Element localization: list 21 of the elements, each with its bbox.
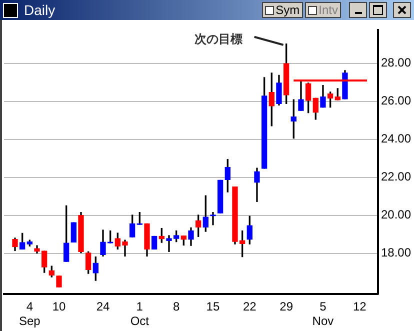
x-tick-label: 12 (352, 300, 367, 314)
x-tick-label: 1 Oct (130, 300, 150, 328)
y-tick-label: 22.00 (380, 170, 412, 184)
x-tick-label: 15 (206, 300, 220, 314)
x-tick-label: 8 (172, 300, 180, 314)
x-tick-label: 24 (96, 300, 110, 314)
x-tick-label: 4 Sep (18, 300, 41, 328)
chart-title: Daily (24, 2, 56, 18)
x-tick-label: 22 (242, 300, 257, 314)
y-tick-label: 18.00 (380, 246, 412, 260)
text: Intv (318, 3, 338, 17)
y-tick-label: 24.00 (380, 132, 412, 146)
y-tick-label: 28.00 (380, 56, 412, 70)
y-tick-label: 20.00 (380, 208, 412, 222)
x-tick-label: 10 (52, 300, 66, 314)
candlestick (210, 212, 216, 226)
text: Sym (276, 3, 300, 17)
x-tick-label: 29 (280, 300, 294, 314)
annotation: 次の目標 (194, 32, 242, 46)
x-tick-label: 5 Nov (312, 300, 334, 328)
y-tick-label: 26.00 (380, 94, 412, 108)
